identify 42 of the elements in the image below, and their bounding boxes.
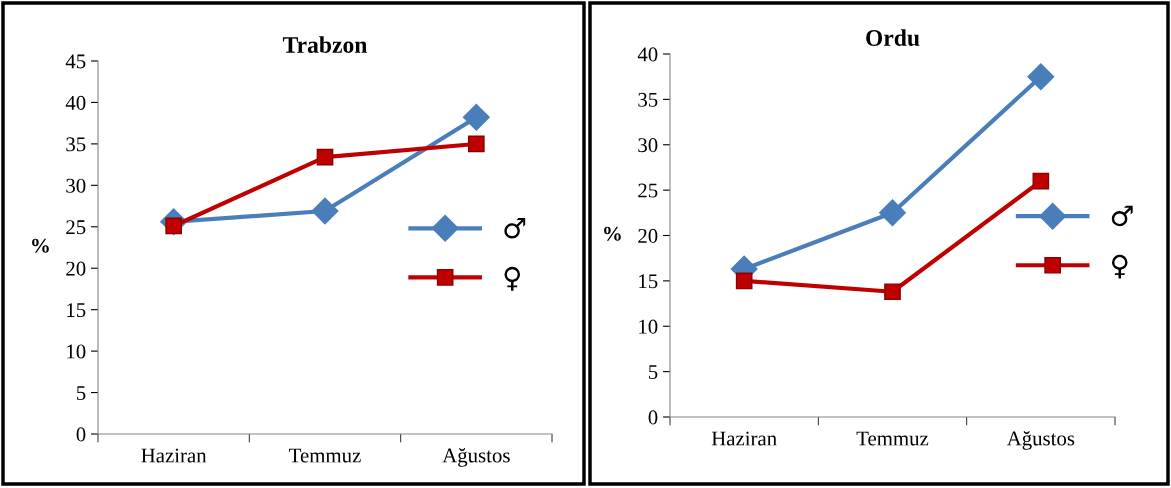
point bbox=[311, 197, 339, 225]
point bbox=[884, 283, 901, 301]
y-tick-label: 5 bbox=[76, 386, 86, 400]
y-tick-label: 10 bbox=[67, 344, 86, 359]
y-tick-label: 35 bbox=[638, 92, 658, 107]
x-tick-label: Temmuz bbox=[289, 448, 361, 463]
y-tick-label: 20 bbox=[66, 261, 86, 276]
legend-label: ♂ bbox=[1111, 205, 1133, 227]
y-tick-label: 0 bbox=[76, 427, 86, 442]
x-tick-label: Ağustos bbox=[442, 448, 510, 467]
y-tick-label: 0 bbox=[648, 410, 658, 425]
y-tick-label: 15 bbox=[67, 303, 86, 318]
y-tick-label: 30 bbox=[66, 178, 86, 193]
point bbox=[462, 103, 490, 131]
y-tick-label: 45 bbox=[65, 54, 86, 69]
y-tick-label: 5 bbox=[648, 365, 658, 380]
y-tick-label: 35 bbox=[66, 137, 86, 152]
y-tick-label: 25 bbox=[638, 183, 658, 198]
y-tick-label: 15 bbox=[639, 274, 658, 289]
chart-title: Trabzon bbox=[282, 36, 368, 53]
y-tick-label: 25 bbox=[66, 220, 86, 235]
x-tick-label: Haziran bbox=[711, 431, 777, 446]
x-tick-label: Ağustos bbox=[1006, 431, 1075, 450]
legend-label: ♂ bbox=[504, 218, 526, 239]
y-tick-label: 30 bbox=[638, 138, 658, 153]
point bbox=[1032, 172, 1050, 190]
point bbox=[735, 272, 753, 290]
point bbox=[1027, 63, 1055, 91]
x-tick-label: Temmuz bbox=[856, 431, 929, 446]
point bbox=[467, 135, 485, 153]
legend-label: ♀ bbox=[1111, 254, 1128, 279]
y-tick-label: 20 bbox=[638, 228, 658, 243]
x-tick-label: Haziran bbox=[141, 448, 207, 463]
y-tick-label: 40 bbox=[65, 95, 86, 110]
chart-title: Ordu bbox=[866, 29, 920, 46]
y-tick-label: 10 bbox=[639, 319, 658, 334]
y-axis-title: % bbox=[604, 226, 621, 241]
point bbox=[316, 148, 334, 166]
y-tick-label: 40 bbox=[637, 47, 658, 62]
legend-label: ♀ bbox=[504, 266, 521, 291]
y-axis-title: % bbox=[32, 238, 49, 253]
point bbox=[879, 199, 906, 227]
